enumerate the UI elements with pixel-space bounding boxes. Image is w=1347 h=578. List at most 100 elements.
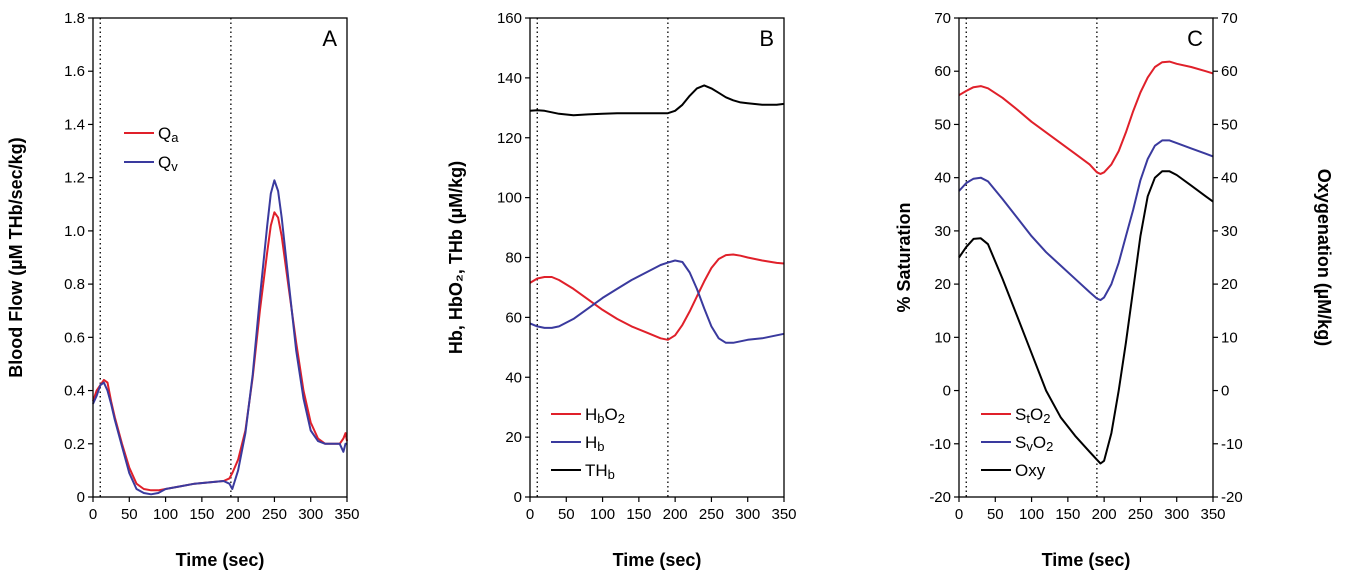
x-tick-label: 300 xyxy=(735,506,760,523)
x-tick-label: 200 xyxy=(1092,506,1117,523)
legend-label-subscript: b xyxy=(597,439,604,454)
legend-label-main: Q xyxy=(158,124,171,143)
x-tick-label: 250 xyxy=(262,506,287,523)
legend-label-main: Oxy xyxy=(1015,461,1046,480)
x-tick-label: 0 xyxy=(526,506,534,523)
x-tick-label: 0 xyxy=(955,506,963,523)
y-tick-label: 0 xyxy=(943,383,951,400)
plot-frame xyxy=(92,17,348,498)
x-tick-label: 100 xyxy=(590,506,615,523)
chart-panel-c: 0 50 100 150 200 250 300 350-20-100102030405060… xyxy=(894,10,1334,570)
legend-label-main: H xyxy=(585,405,597,424)
y-tick-label: 1.0 xyxy=(64,223,85,240)
y-tick-label-right: 40 xyxy=(1221,170,1238,187)
legend-label-subscript: 2 xyxy=(618,411,625,426)
series-line-qa xyxy=(92,211,348,492)
panel-letter: A xyxy=(322,26,337,51)
series-line-thb xyxy=(529,84,785,117)
x-tick-label: 50 xyxy=(987,506,1004,523)
legend-label-subscript: b xyxy=(597,411,604,426)
y-tick-label: 140 xyxy=(497,70,522,87)
y-tick-label: 0.6 xyxy=(64,329,85,346)
legend-label-tail: O xyxy=(1033,433,1046,452)
y-tick-label: 80 xyxy=(505,250,522,267)
y-tick-label: 0 xyxy=(514,489,522,506)
y-tick-label-right: 70 xyxy=(1221,10,1238,27)
x-tick-label: 100 xyxy=(153,506,178,523)
series-line-svo2 xyxy=(958,139,1214,302)
y-tick-label: 40 xyxy=(505,369,522,386)
legend-label-sto2: StO2 xyxy=(1015,405,1050,426)
y-tick-label: 40 xyxy=(934,170,951,187)
y-tick-label-right: -20 xyxy=(1221,489,1243,506)
y-tick-label: 70 xyxy=(934,10,951,27)
y-tick-label: 100 xyxy=(497,190,522,207)
y-tick-label: -20 xyxy=(929,489,951,506)
series-line-oxy xyxy=(958,170,1214,465)
legend-label-svo2: SvO2 xyxy=(1015,433,1053,454)
x-tick-label: 300 xyxy=(298,506,323,523)
x-axis-label: Time (sec) xyxy=(613,550,702,570)
y-tick-label: 0.8 xyxy=(64,276,85,293)
x-tick-label: 200 xyxy=(226,506,251,523)
y-tick-label: 1.8 xyxy=(64,10,85,27)
y-tick-label-right: -10 xyxy=(1221,436,1243,453)
y-tick-label-right: 30 xyxy=(1221,223,1238,240)
y-tick-label-right: 20 xyxy=(1221,276,1238,293)
x-axis-label: Time (sec) xyxy=(1042,550,1131,570)
y-tick-label: 60 xyxy=(505,309,522,326)
x-tick-label: 50 xyxy=(121,506,138,523)
x-tick-label: 200 xyxy=(663,506,688,523)
chart-panel-a: 0 50 100 150 200 250 300 350 0 0.2 0.4 0.6 0.8 1.0 1.2… xyxy=(6,10,360,570)
y-tick-label: 1.4 xyxy=(64,116,85,133)
y-tick-label: 30 xyxy=(934,223,951,240)
panel-letter: C xyxy=(1187,26,1203,51)
x-tick-label: 150 xyxy=(626,506,651,523)
x-tick-label: 50 xyxy=(558,506,575,523)
x-axis-label: Time (sec) xyxy=(176,550,265,570)
legend-label-subscript: 2 xyxy=(1046,439,1053,454)
series-line-sto2 xyxy=(958,60,1214,175)
y-tick-label: 50 xyxy=(934,116,951,133)
x-tick-label: 150 xyxy=(1055,506,1080,523)
legend-label-subscript: a xyxy=(171,130,179,145)
legend-label-main: S xyxy=(1015,433,1026,452)
x-tick-label: 0 xyxy=(89,506,97,523)
legend-label-main: S xyxy=(1015,405,1026,424)
legend-label-hbo2: HbO2 xyxy=(585,405,625,426)
y-tick-label: -10 xyxy=(929,436,951,453)
series-line-qv xyxy=(92,179,347,496)
legend-label-subscript: 2 xyxy=(1043,411,1050,426)
x-tick-label: 350 xyxy=(771,506,796,523)
x-tick-label: 250 xyxy=(699,506,724,523)
y-tick-label: 10 xyxy=(934,329,951,346)
y-tick-label: 0.4 xyxy=(64,383,85,400)
legend-label-subscript: v xyxy=(171,159,178,174)
legend-label-qa: Qa xyxy=(158,124,179,145)
legend-label-subscript: b xyxy=(608,467,615,482)
legend-label-tail: O xyxy=(1030,405,1043,424)
y-axis-label: Hb, HbO₂, THb (µM/kg) xyxy=(446,161,466,354)
legend-label-main: Q xyxy=(158,153,171,172)
y-tick-label: 120 xyxy=(497,130,522,147)
x-tick-label: 100 xyxy=(1019,506,1044,523)
y-axis-label-right: Oxygenation (µM/kg) xyxy=(1314,169,1334,346)
y-tick-label-right: 10 xyxy=(1221,329,1238,346)
x-tick-label: 350 xyxy=(334,506,359,523)
y-tick-label-right: 50 xyxy=(1221,116,1238,133)
x-tick-label: 150 xyxy=(189,506,214,523)
y-tick-label: 0.2 xyxy=(64,436,85,453)
y-tick-label: 60 xyxy=(934,63,951,80)
y-tick-label: 160 xyxy=(497,10,522,27)
plot-frame xyxy=(958,17,1214,498)
y-tick-label: 20 xyxy=(934,276,951,293)
x-tick-label: 350 xyxy=(1200,506,1225,523)
legend-label-subscript: v xyxy=(1026,439,1033,454)
y-axis-label: Blood Flow (µM THb/sec/kg) xyxy=(6,137,26,377)
series-line-hb xyxy=(529,259,785,344)
y-tick-label: 0 xyxy=(77,489,85,506)
series-line-hbo2 xyxy=(529,253,785,341)
legend-label-tail: O xyxy=(605,405,618,424)
y-tick-label: 1.6 xyxy=(64,63,85,80)
